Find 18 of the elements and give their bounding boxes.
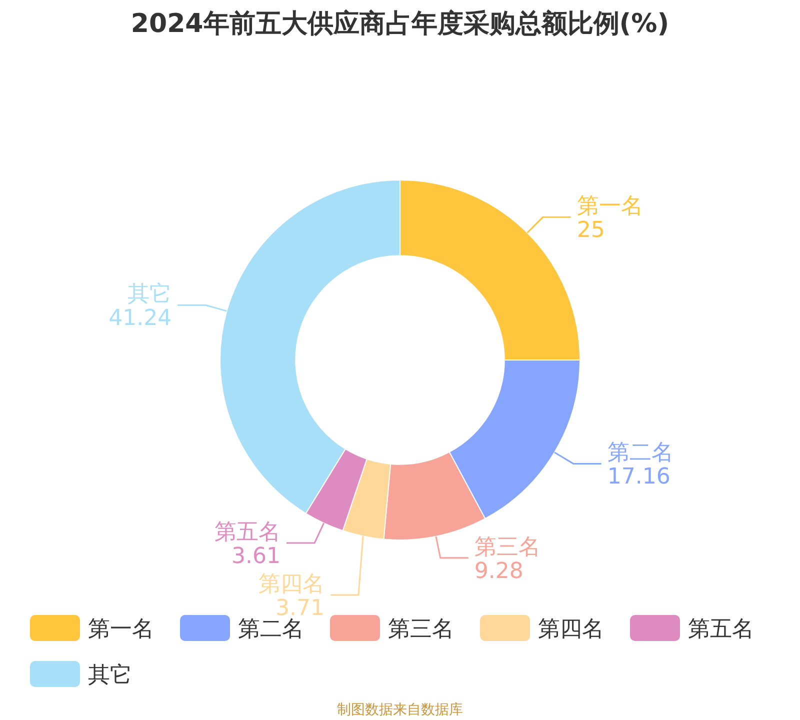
legend-label: 第五名 — [688, 617, 754, 642]
data-label: 25 — [576, 218, 605, 244]
slice-label: 第一名 — [576, 194, 643, 220]
data-label: 3.61 — [232, 544, 281, 570]
legend-label: 第一名 — [88, 617, 154, 642]
data-label: 41.24 — [108, 306, 172, 332]
text: 制图数据来自数据库 — [337, 702, 463, 718]
slice-label: 第四名 — [258, 572, 324, 598]
chart-title: 2024年前五大供应商占年度采购总额比例(%) — [130, 9, 670, 39]
legend-label: 第四名 — [538, 617, 604, 642]
legend-label: 其它 — [88, 663, 132, 688]
slice-label: 第三名 — [474, 534, 540, 560]
slice-label: 第二名 — [607, 440, 674, 466]
slice-label: 第五名 — [214, 520, 281, 546]
slice-label: 其它 — [128, 282, 172, 308]
data-label: 17.16 — [607, 464, 670, 490]
data-label: 9.28 — [474, 558, 524, 584]
legend-label: 第三名 — [388, 617, 454, 642]
